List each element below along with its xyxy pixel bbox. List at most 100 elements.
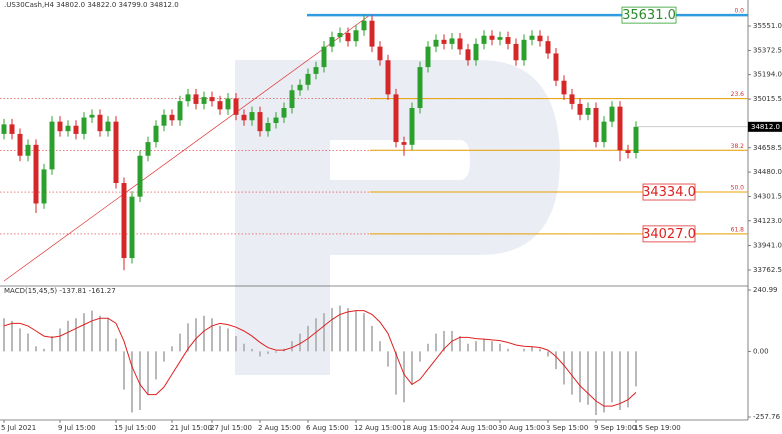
candle-body [305, 73, 311, 85]
fibo-price-label: 34027.0 [642, 227, 696, 242]
candle-body [73, 125, 79, 134]
fibo-price-box [642, 225, 696, 243]
candle-body [89, 114, 95, 118]
x-tick-label: 3 Sep 15:00 [546, 424, 588, 432]
candle-body [529, 35, 535, 40]
candle-body [129, 196, 135, 259]
macd-header: MACD(15,45,5) -137.81 -161.27 [4, 287, 116, 295]
x-tick-label: 15 Jul 15:00 [114, 424, 156, 432]
x-tick-label: 30 Aug 15:00 [498, 424, 545, 432]
fibo-label: 38.2 [731, 143, 745, 150]
header: .US30Cash,H4 34802.0 34822.0 34799.0 348… [4, 1, 179, 9]
y-tick-label: 35015.5 [753, 95, 782, 103]
macd-y-tick-label: 0.00 [753, 347, 769, 355]
candle-body [25, 144, 31, 156]
fibo-price-label: 34334.0 [642, 185, 696, 200]
candle-body [393, 94, 399, 143]
header-high: 34822.0 [87, 1, 116, 9]
candle-body [241, 114, 247, 121]
x-tick-label: 27 Jul 15:00 [210, 424, 252, 432]
fibo-label: 23.6 [731, 91, 745, 98]
candle-body [345, 32, 351, 42]
candle-body [473, 43, 479, 61]
candle-body [449, 38, 455, 44]
candle-body [161, 114, 167, 126]
candle-body [409, 107, 415, 145]
candle-body [625, 150, 631, 154]
fibo-label: 50.0 [731, 185, 745, 192]
header-close: 34812.0 [150, 1, 179, 9]
fibo-trendline [3, 14, 371, 282]
macd-value: -137.81 [59, 287, 86, 295]
candle-body [177, 101, 183, 121]
fibo-label: 61.8 [731, 226, 745, 233]
candle-body [9, 124, 15, 134]
candle-body [265, 123, 271, 132]
candle-body [385, 60, 391, 95]
candle-body [457, 38, 463, 50]
candle-body [489, 35, 495, 40]
candle-body [601, 121, 607, 143]
candle-body [481, 35, 487, 44]
watermark [235, 60, 560, 375]
candle-body [433, 39, 439, 47]
y-tick-label: 34123.0 [753, 217, 782, 225]
candle-body [561, 80, 567, 95]
fibo-price-box [642, 183, 696, 201]
candle-body [569, 94, 575, 104]
candle-body [113, 121, 119, 184]
candle-body [465, 49, 471, 61]
signal-line [3, 310, 637, 407]
candle-body [193, 94, 199, 104]
y-tick-label: 34658.5 [753, 144, 782, 152]
candle-body [41, 169, 47, 204]
current-price-label: 34812.0 [751, 123, 780, 131]
candle-body [33, 144, 39, 204]
candle-body [169, 114, 175, 121]
candle-body [505, 37, 511, 44]
candle-body [521, 39, 527, 61]
symbol: .US30Cash,H4 [4, 1, 54, 9]
candle-body [249, 112, 255, 121]
candle-body [105, 121, 111, 132]
y-tick-label: 33941.0 [753, 242, 782, 250]
candle-body [121, 183, 127, 259]
candle-body [137, 155, 143, 197]
candle-body [417, 67, 423, 108]
candle-body [425, 46, 431, 68]
candle-body [369, 20, 375, 47]
candle-body [145, 142, 151, 156]
y-tick-label: 34480.0 [753, 168, 782, 176]
candle-body [577, 103, 583, 115]
candle-body [225, 98, 231, 110]
candle-body [57, 121, 63, 132]
x-tick-label: 9 Jul 15:00 [58, 424, 96, 432]
candle-body [553, 53, 559, 81]
candle-body [185, 94, 191, 102]
candle-body [537, 35, 543, 42]
y-tick-label: 35372.5 [753, 46, 782, 54]
candle-body [593, 107, 599, 143]
candle-body [617, 106, 623, 151]
macd-y-tick-label: 240.99 [753, 286, 778, 294]
x-tick-label: 21 Jul 15:00 [170, 424, 212, 432]
candle-body [49, 121, 55, 170]
candle-body [633, 126, 639, 154]
candle-body [273, 117, 279, 124]
candle-body [353, 30, 359, 42]
candle-body [65, 125, 71, 132]
candle-body [153, 125, 159, 143]
header-open: 34802.0 [56, 1, 85, 9]
fibo-price-box [621, 6, 677, 24]
x-tick-label: 18 Aug 15:00 [402, 424, 449, 432]
y-tick-label: 35194.0 [753, 71, 782, 79]
fibo-label: 0.0 [734, 8, 744, 15]
y-tick-label: 33762.5 [753, 266, 782, 274]
candle-body [313, 67, 319, 74]
x-tick-label: 6 Aug 15:00 [306, 424, 349, 432]
candle-body [585, 107, 591, 115]
candle-body [329, 37, 335, 47]
header-low: 34799.0 [119, 1, 148, 9]
candle-body [297, 84, 303, 91]
